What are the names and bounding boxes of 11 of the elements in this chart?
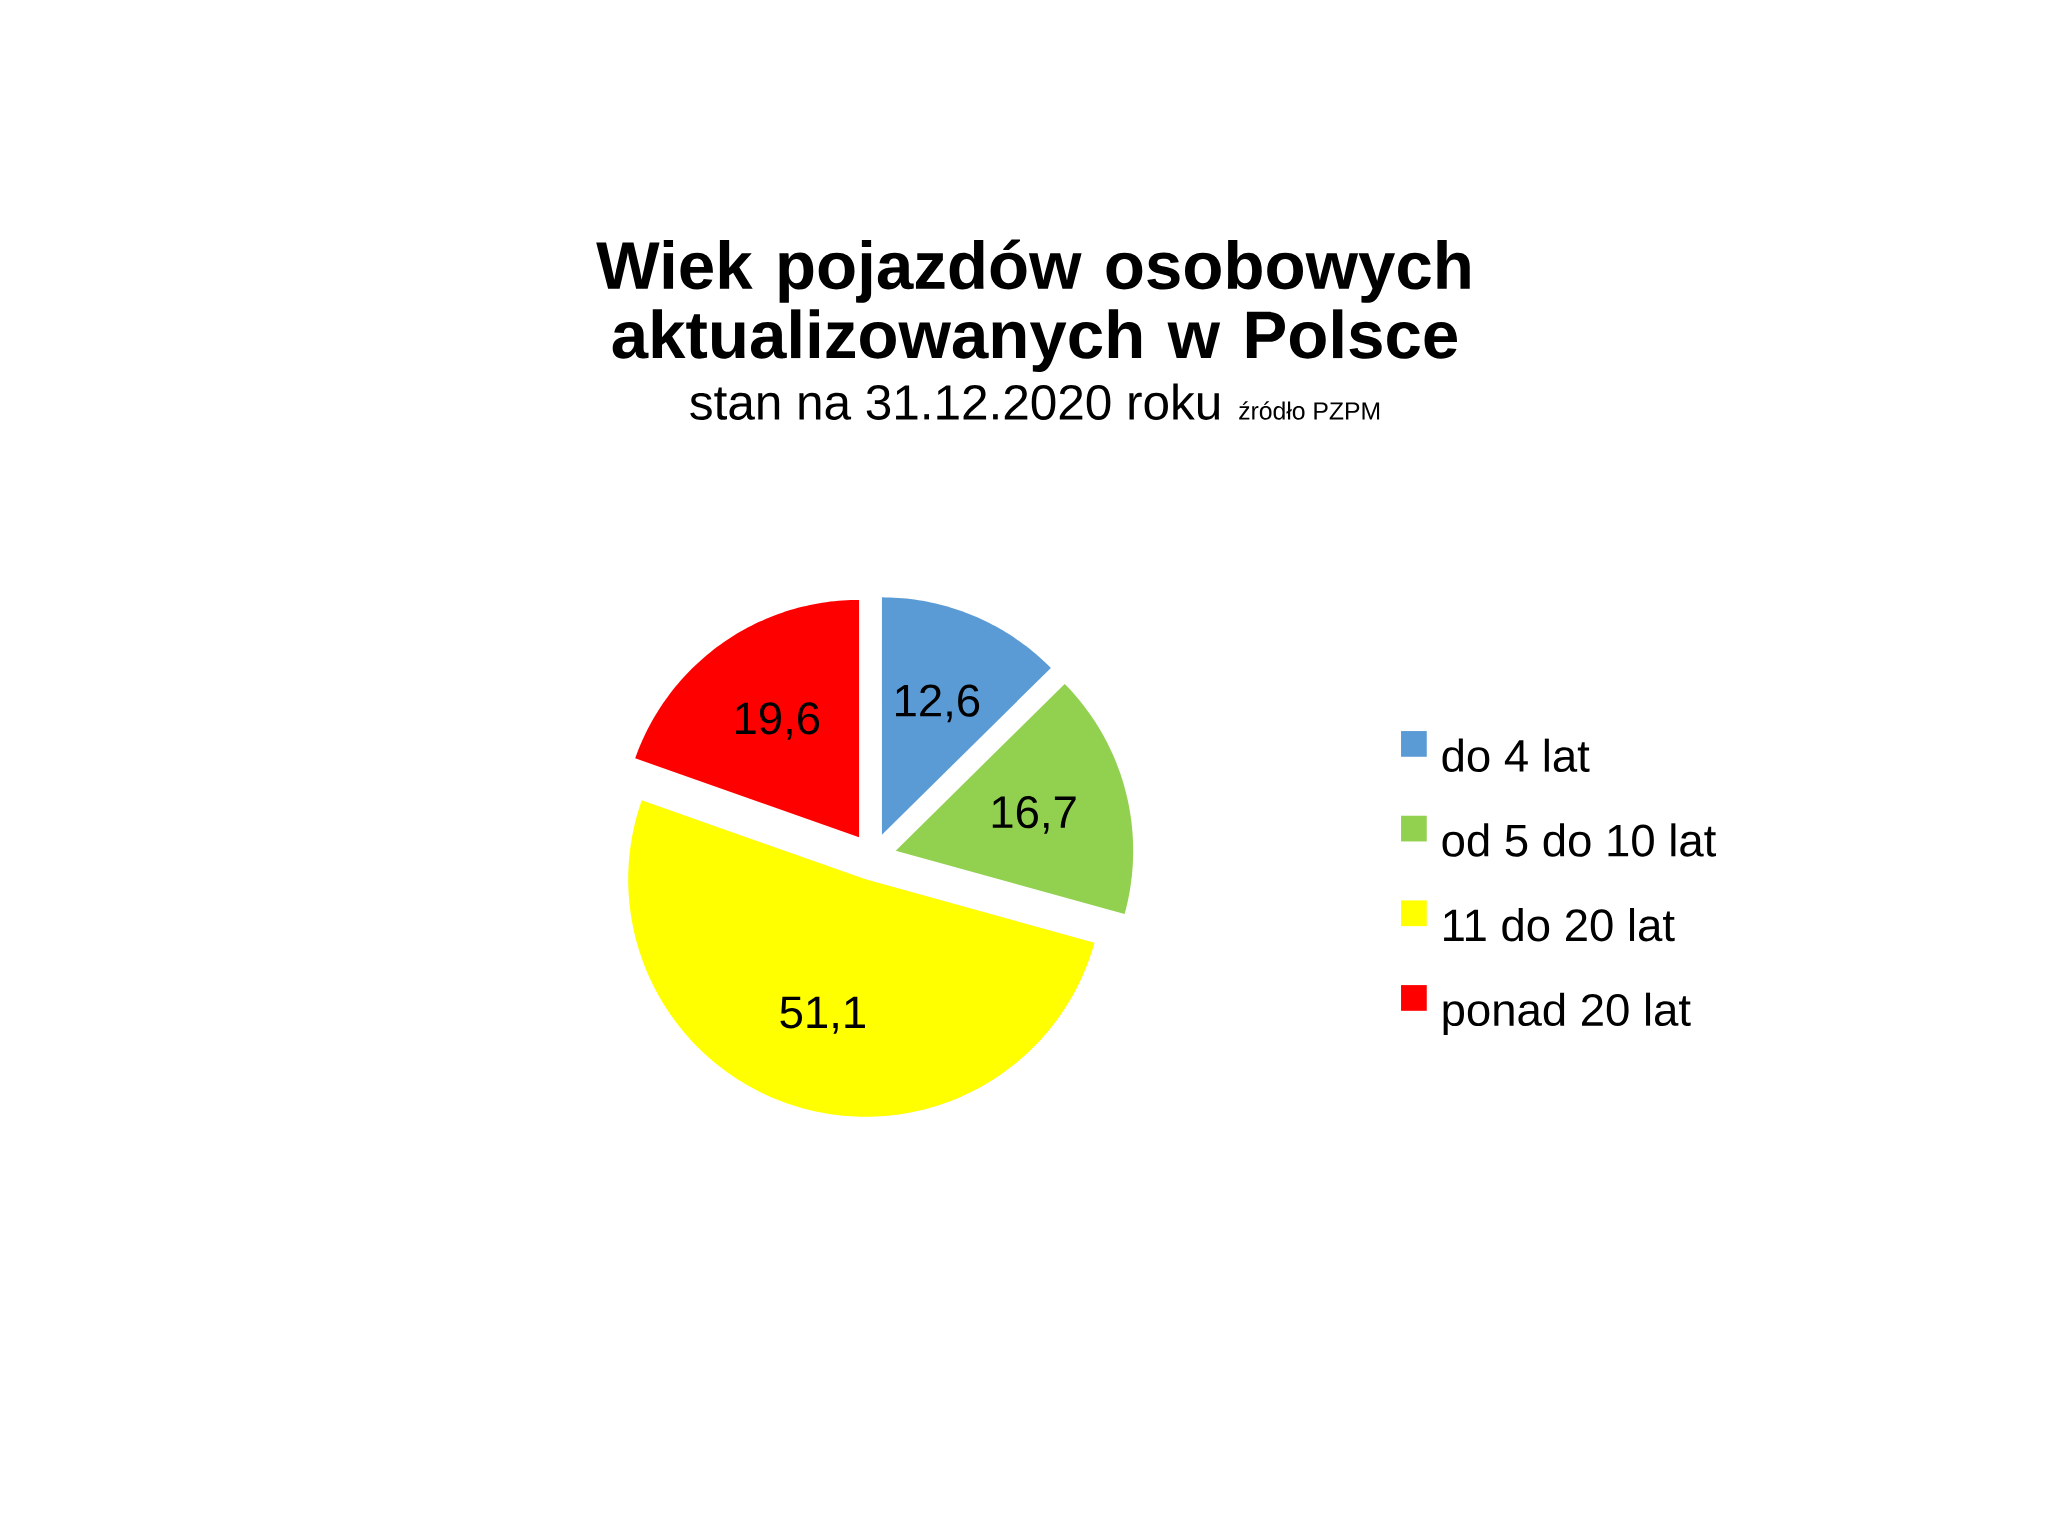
data-label: 12,6 — [896, 684, 980, 723]
legend-label: od 5 do 10 lat — [1442, 823, 1716, 857]
legend-label: do 4 lat — [1442, 738, 1590, 773]
data-label: 19,6 — [735, 702, 820, 741]
chart-title: Wiek pojazdów osobowych aktualizowanych w Polsce — [596, 239, 1470, 373]
legend-label: ponad 20 lat — [1443, 992, 1691, 1036]
data-label: 51,1 — [780, 996, 865, 1035]
legend-label: 11 do 20 lat — [1444, 908, 1675, 942]
text: źródło PZPM — [1239, 401, 1380, 420]
chart-subtitle: stan na 31.12.2020 roku — [690, 383, 1219, 421]
data-label: 16,7 — [992, 796, 1076, 834]
